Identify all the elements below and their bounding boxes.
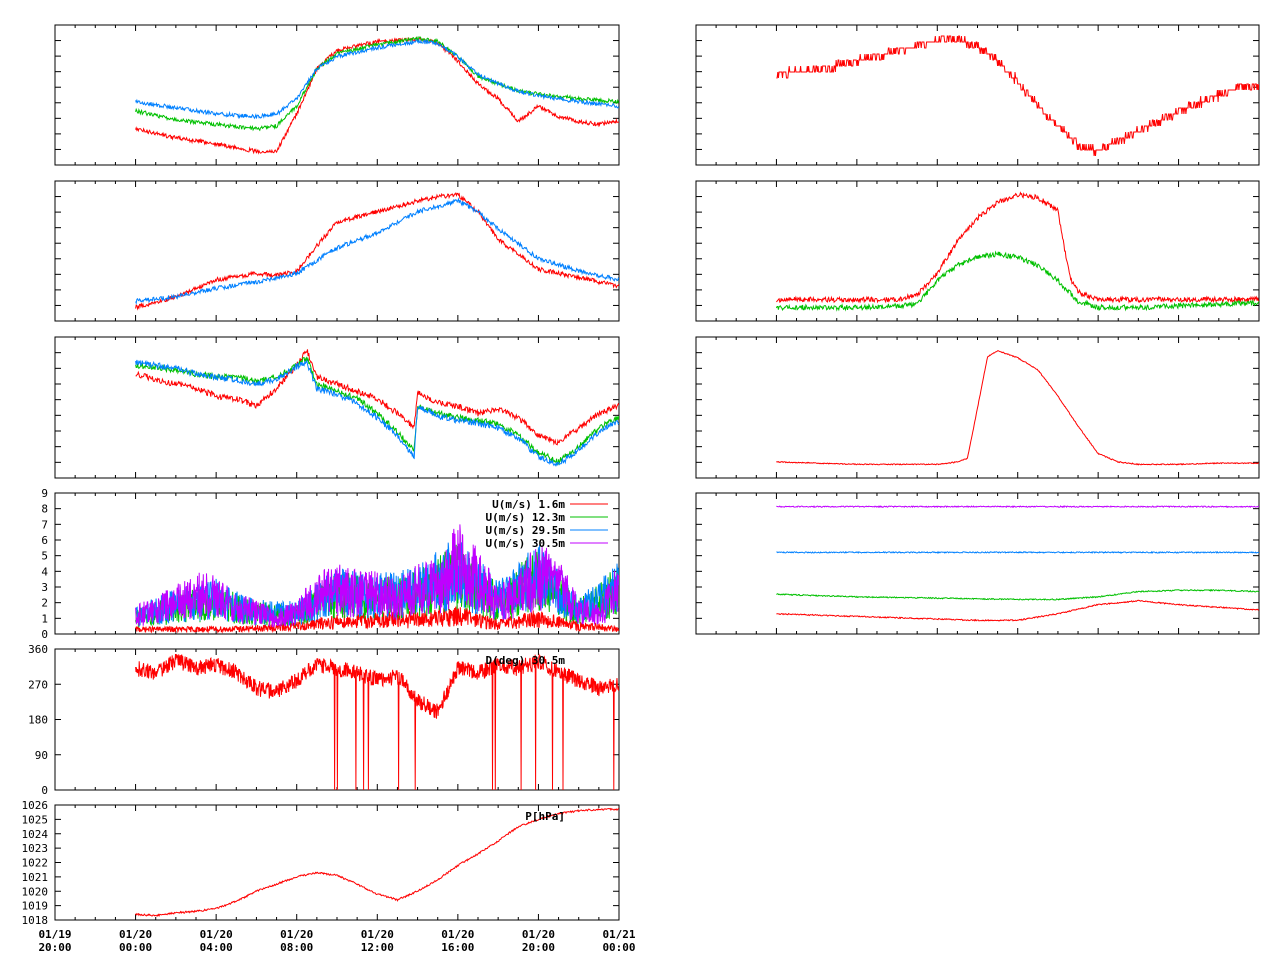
x-tick-label: 12:00 <box>361 941 394 954</box>
y-tick-label: 1026 <box>22 799 49 812</box>
legend-label: P[hPa] <box>525 810 565 823</box>
series-line <box>776 35 1259 157</box>
y-tick-label: 90 <box>35 749 48 762</box>
series-line <box>135 807 619 917</box>
series-line <box>135 197 619 305</box>
series-line <box>135 36 619 132</box>
panel-8 <box>695 180 1260 322</box>
series-line <box>776 599 1259 622</box>
panel-5: 0 90 180 270 360 D(deg) 30.5m <box>28 643 620 797</box>
y-tick-label: 360 <box>28 643 48 656</box>
x-tick-label: 20:00 <box>38 941 71 954</box>
panel-frame <box>695 24 1260 166</box>
series-line <box>135 604 619 634</box>
panel-frame <box>695 492 1260 635</box>
series-line <box>776 191 1259 304</box>
x-tick-label: 01/20 <box>441 928 474 941</box>
y-tick-label: 8 <box>41 503 48 516</box>
panel-2 <box>54 180 620 322</box>
series-line <box>776 550 1259 554</box>
y-tick-label: 1019 <box>22 900 49 913</box>
series-line <box>776 588 1259 601</box>
legend-label: D(deg) 30.5m <box>486 654 566 667</box>
y-tick-label: 9 <box>41 487 48 500</box>
y-tick-label: 1020 <box>22 885 49 898</box>
panel-7 <box>695 24 1260 166</box>
y-tick-label: 0 <box>41 628 48 641</box>
x-tick-label: 01/20 <box>522 928 555 941</box>
series-line <box>135 356 619 466</box>
legend-label: U(m/s) 12.3m <box>486 511 566 524</box>
y-tick-label: 4 <box>41 565 48 578</box>
panel-frame <box>54 336 620 479</box>
x-tick-label: 01/20 <box>280 928 313 941</box>
y-tick-label: 1023 <box>22 842 49 855</box>
panel-frame <box>54 24 620 166</box>
y-tick-label: 5 <box>41 550 48 563</box>
y-tick-label: 1025 <box>22 813 49 826</box>
series-line <box>135 349 619 446</box>
y-tick-label: 180 <box>28 714 48 727</box>
x-tick-label: 00:00 <box>602 941 635 954</box>
series-line <box>776 505 1259 509</box>
series-line <box>776 350 1259 466</box>
x-tick-label: 08:00 <box>280 941 313 954</box>
x-tick-label: 01/20 <box>361 928 394 941</box>
x-tick-label: 01/19 <box>38 928 71 941</box>
y-tick-label: 1022 <box>22 857 49 870</box>
series-line <box>135 359 619 467</box>
panel-10 <box>695 492 1260 635</box>
series-line <box>135 653 619 790</box>
legend-label: U(m/s) 30.5m <box>486 537 566 550</box>
y-tick-label: 3 <box>41 581 48 594</box>
legend-label: U(m/s) 1.6m <box>492 498 565 511</box>
series-line <box>775 250 1259 312</box>
x-tick-label: 01/20 <box>200 928 233 941</box>
y-tick-label: 6 <box>41 534 48 547</box>
panel-1 <box>54 24 620 166</box>
y-tick-label: 1024 <box>22 828 49 841</box>
x-tick-label: 01/20 <box>119 928 152 941</box>
y-tick-label: 1 <box>41 612 48 625</box>
panel-3 <box>54 336 620 479</box>
y-tick-label: 0 <box>41 784 48 797</box>
panel-frame <box>695 180 1260 322</box>
x-tick-label: 01/21 <box>602 928 635 941</box>
x-tick-label: 04:00 <box>200 941 233 954</box>
y-tick-label: 270 <box>28 678 48 691</box>
x-tick-label: 00:00 <box>119 941 152 954</box>
y-tick-label: 1021 <box>22 871 49 884</box>
x-tick-label: 16:00 <box>441 941 474 954</box>
series-line <box>135 36 619 155</box>
y-tick-label: 7 <box>41 518 48 531</box>
x-tick-label: 20:00 <box>522 941 555 954</box>
legend-label: U(m/s) 29.5m <box>486 524 566 537</box>
y-tick-label: 1018 <box>22 914 49 927</box>
panel-9 <box>695 336 1260 479</box>
y-tick-label: 2 <box>41 597 48 610</box>
series-line <box>135 38 619 120</box>
series-line <box>135 192 619 311</box>
series-line <box>135 524 619 628</box>
